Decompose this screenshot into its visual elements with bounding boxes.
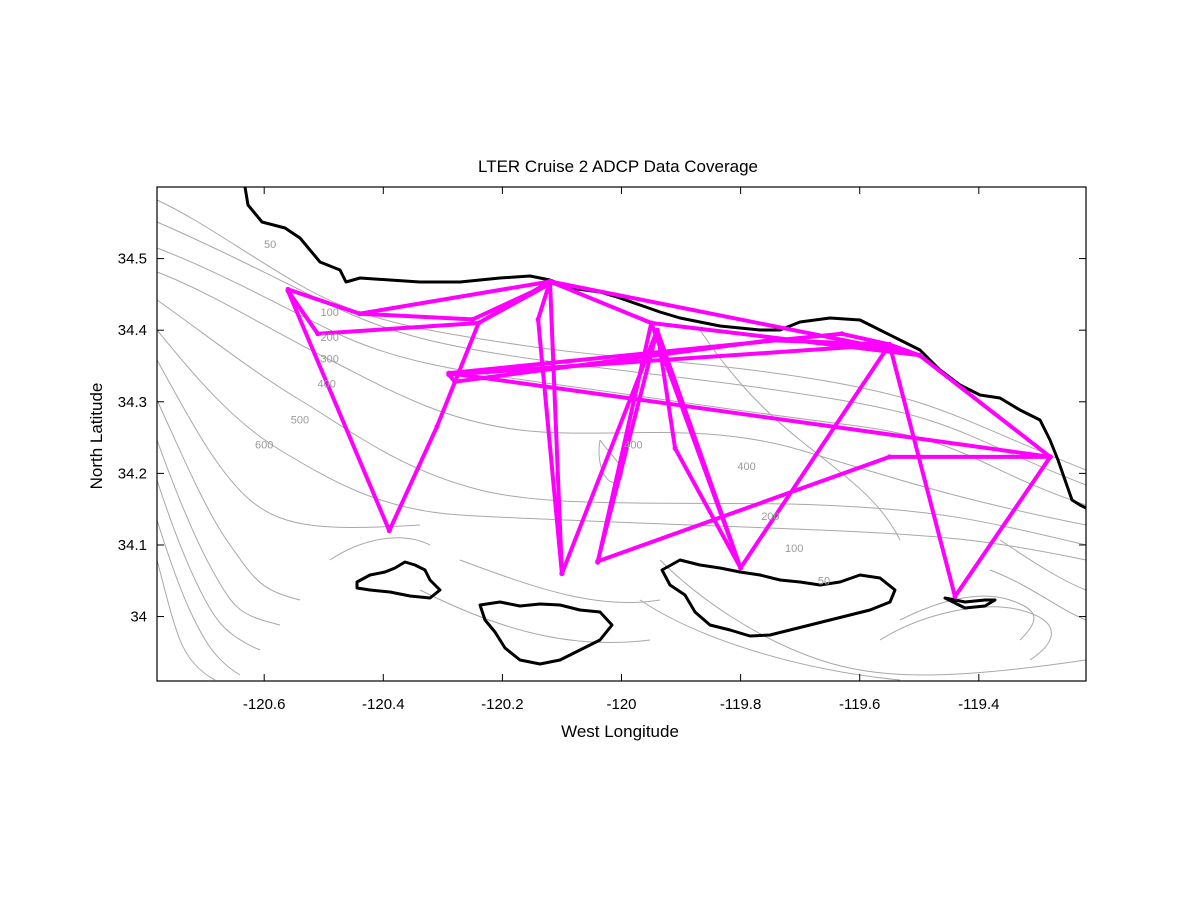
track-vertex (535, 316, 541, 322)
contour-label: 600 (255, 439, 273, 451)
track-vertex (887, 342, 892, 347)
track-vertex (559, 571, 565, 577)
x-tick-label: -119.6 (839, 696, 880, 713)
axes: -120.6 -120.4 -120.2 -120 -119.8 -119.6 -119.4… (118, 187, 1086, 713)
x-tick-label: -120 (606, 696, 636, 713)
track-vertex (1047, 454, 1053, 460)
x-tick-label: -120.4 (362, 696, 405, 713)
y-tick-label: 34.5 (118, 251, 147, 268)
contour-label: 400 (318, 378, 336, 390)
x-tick-label: -120.6 (243, 696, 286, 713)
ship-track-group (285, 279, 1053, 599)
y-axis-label: North Latitude (87, 383, 106, 490)
x-tick-label: -119.8 (720, 696, 761, 713)
y-tick-label: 34.3 (118, 394, 147, 411)
x-tick-label: -119.4 (958, 696, 999, 713)
track-vertex (916, 352, 922, 358)
x-tick-label: -120.2 (481, 696, 524, 713)
x-axis-label: West Longitude (561, 722, 679, 741)
track-vertex (738, 565, 744, 571)
track-vertex (476, 320, 482, 326)
contour-label: 200 (761, 511, 779, 523)
contour-label: 100 (321, 307, 339, 319)
track-vertex (285, 288, 291, 294)
y-tick-label: 34 (130, 609, 147, 626)
track-vertex (672, 445, 678, 451)
track-vertex (595, 558, 601, 564)
track-vertex (547, 279, 553, 284)
track-vertex (952, 594, 958, 599)
y-tick-label: 34.1 (118, 537, 147, 554)
y-tick-label: 34.2 (118, 465, 147, 482)
track-vertex (648, 320, 654, 326)
y-tick-label: 34.4 (118, 322, 147, 339)
chart-title: LTER Cruise 2 ADCP Data Coverage (478, 157, 758, 176)
track-vertex (887, 454, 892, 460)
coastline (243, 186, 1087, 666)
track-vertex (767, 337, 773, 343)
contour-label: 500 (291, 414, 309, 426)
contour-label: 50 (818, 575, 830, 587)
track-vertex (434, 424, 440, 430)
contour-label: 200 (321, 332, 339, 344)
contour-label: 400 (624, 439, 642, 451)
bathymetry-contours (156, 199, 1087, 681)
contour-label: 300 (321, 353, 339, 365)
track-vertex (839, 331, 845, 337)
track-vertex (452, 379, 458, 385)
contour-label: 100 (785, 543, 803, 555)
track-vertex (654, 327, 660, 333)
track-vertex (357, 311, 362, 317)
track-vertex (315, 331, 321, 337)
contour-label: 50 (264, 239, 276, 251)
track-vertex (446, 372, 452, 378)
contour-label-group: 50 100 200 300 400 500 600 400 400 200 100 50 (255, 239, 830, 587)
contour-label: 400 (737, 461, 755, 473)
track-vertex (386, 528, 392, 534)
track-vertex (470, 316, 476, 322)
